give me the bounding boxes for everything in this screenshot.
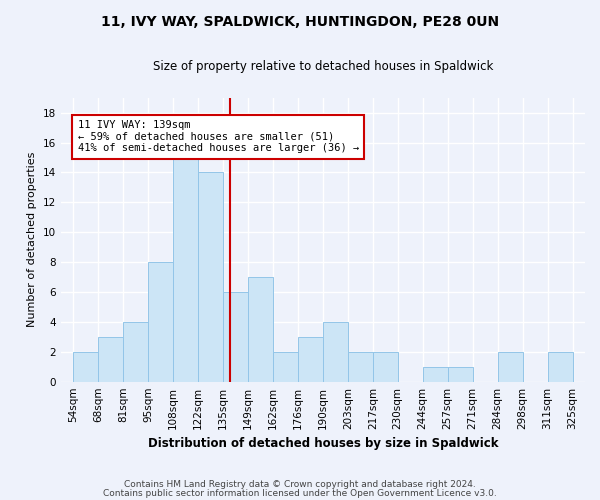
Bar	[98, 337, 123, 382]
Text: Contains HM Land Registry data © Crown copyright and database right 2024.: Contains HM Land Registry data © Crown c…	[124, 480, 476, 489]
Bar	[497, 352, 523, 382]
Bar	[148, 262, 173, 382]
Bar	[423, 366, 448, 382]
Bar	[323, 322, 348, 382]
Y-axis label: Number of detached properties: Number of detached properties	[27, 152, 37, 328]
Bar	[548, 352, 572, 382]
Bar	[198, 172, 223, 382]
Bar	[298, 337, 323, 382]
Bar	[248, 277, 273, 382]
Bar	[373, 352, 398, 382]
Text: 11 IVY WAY: 139sqm
← 59% of detached houses are smaller (51)
41% of semi-detache: 11 IVY WAY: 139sqm ← 59% of detached hou…	[77, 120, 359, 154]
Bar	[448, 366, 473, 382]
Bar	[173, 158, 198, 382]
Bar	[123, 322, 148, 382]
Bar	[223, 292, 248, 382]
Text: Contains public sector information licensed under the Open Government Licence v3: Contains public sector information licen…	[103, 488, 497, 498]
Title: Size of property relative to detached houses in Spaldwick: Size of property relative to detached ho…	[152, 60, 493, 73]
Text: 11, IVY WAY, SPALDWICK, HUNTINGDON, PE28 0UN: 11, IVY WAY, SPALDWICK, HUNTINGDON, PE28…	[101, 15, 499, 29]
Bar	[73, 352, 98, 382]
X-axis label: Distribution of detached houses by size in Spaldwick: Distribution of detached houses by size …	[148, 437, 498, 450]
Bar	[348, 352, 373, 382]
Bar	[273, 352, 298, 382]
